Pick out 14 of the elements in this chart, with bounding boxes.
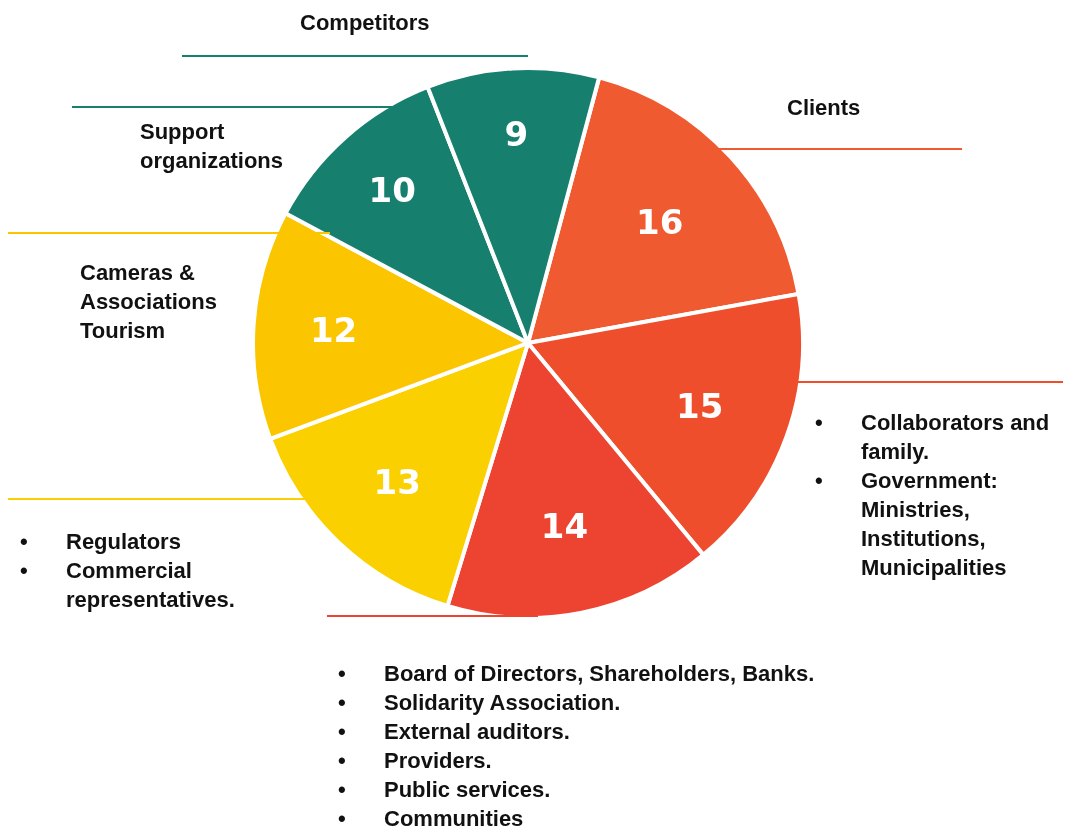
data-label: 9 — [504, 113, 529, 154]
slice-label: Cameras & Associations Tourism — [80, 259, 218, 345]
category-label: • Collaborators and family. • Government: Ministries, Institutions, Municipalities — [815, 410, 1050, 580]
category-label: • Board of Directors, Shareholders, Banks. • Solidarity Association. • External auditors. • Providers. • Public services. • Communities — [338, 661, 815, 826]
data-label: 10 — [368, 170, 416, 211]
data-label: 13 — [373, 461, 421, 502]
data-label: 12 — [309, 309, 358, 350]
data-label: 15 — [675, 385, 724, 426]
slice-label: Competitors — [300, 9, 431, 37]
slice-label: Clients — [787, 94, 862, 122]
category-label: • Regulators • Commercial representatives. — [20, 529, 235, 612]
data-label: 16 — [636, 201, 684, 242]
data-label: 14 — [540, 505, 589, 546]
slice-label: Support organizations — [140, 118, 284, 175]
